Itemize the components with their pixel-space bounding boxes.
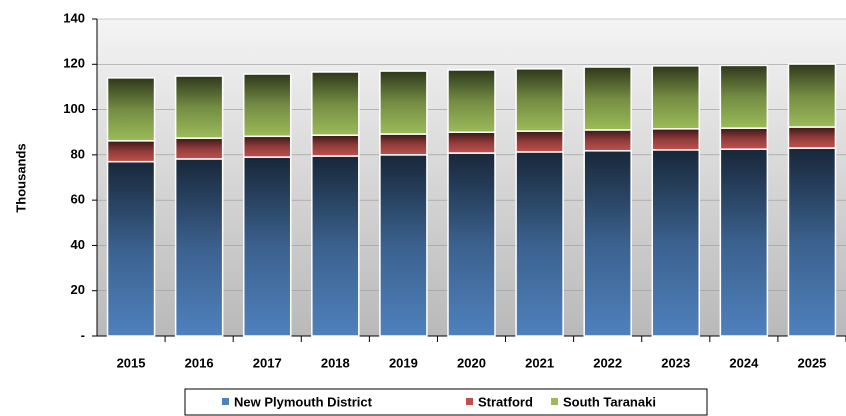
y-tick-label: 60 (71, 192, 85, 207)
bar-segment (106, 77, 156, 142)
x-tick-label: 2015 (117, 355, 146, 370)
bar-segment (583, 66, 632, 131)
bar-segment (174, 137, 224, 160)
bar-segment (311, 155, 360, 337)
bar-segment (719, 64, 769, 129)
legend (184, 388, 708, 416)
x-tick-label: 2017 (253, 355, 282, 370)
bar-segment (787, 126, 837, 149)
bar-segment (447, 152, 496, 337)
x-tick-label: 2018 (321, 355, 350, 370)
bar-segment (515, 68, 564, 132)
y-tick-label: 100 (63, 101, 85, 116)
bar-segment (174, 75, 224, 139)
x-tick-label: 2020 (457, 355, 486, 370)
bar-segment (651, 65, 701, 130)
legend-label: Stratford (478, 394, 533, 409)
bar-segment (242, 135, 292, 158)
bar-segment (174, 158, 224, 337)
bar-segment (651, 149, 701, 337)
legend-label: New Plymouth District (234, 394, 373, 409)
legend-marker (466, 398, 473, 405)
y-tick-label: - (81, 327, 85, 342)
bar-segment (447, 131, 496, 154)
legend-label: South Taranaki (563, 394, 656, 409)
y-tick-label: 120 (63, 56, 85, 71)
bar-segment (379, 154, 428, 337)
bar-segment (106, 140, 156, 163)
legend-marker (551, 398, 558, 405)
bar-segment (379, 133, 428, 156)
bar-segment (719, 148, 769, 337)
bar-segment (583, 150, 632, 337)
y-tick-label: 40 (71, 237, 85, 252)
bar-segment (515, 130, 564, 153)
x-tick-label: 2023 (661, 355, 690, 370)
bar-segment (311, 134, 360, 157)
bar-segment (379, 70, 428, 135)
bar-segment (787, 63, 837, 128)
legend-marker (222, 398, 229, 405)
x-tick-label: 2022 (593, 355, 622, 370)
bar-segment (106, 160, 156, 337)
x-tick-label: 2025 (797, 355, 826, 370)
x-tick-label: 2024 (729, 355, 759, 370)
y-tick-label: 140 (63, 10, 85, 25)
bar-segment (311, 71, 360, 136)
y-axis-label: Thousands (13, 143, 28, 212)
bar-segment (787, 147, 837, 337)
x-tick-label: 2019 (389, 355, 418, 370)
bar-segment (242, 73, 292, 138)
bar-segment (515, 151, 564, 337)
x-tick-label: 2016 (185, 355, 214, 370)
x-tick-label: 2021 (525, 355, 554, 370)
bar-segment (583, 129, 632, 152)
bar-segment (651, 128, 701, 151)
bar-segment (242, 156, 292, 337)
y-tick-label: 80 (71, 146, 85, 161)
bar-segment (447, 69, 496, 133)
y-tick-label: 20 (71, 282, 85, 297)
bar-segment (719, 127, 769, 150)
